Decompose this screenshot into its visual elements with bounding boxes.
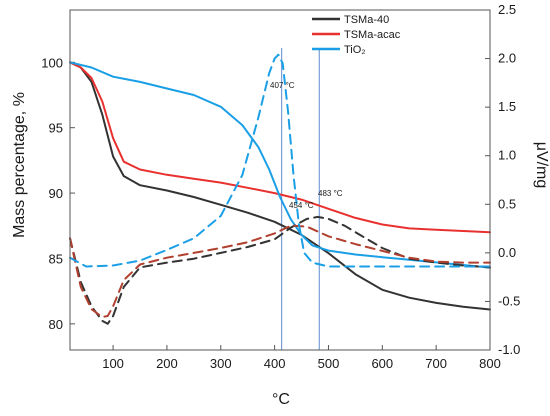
y-left-tick-label: 95 <box>49 121 63 136</box>
x-tick-label: 800 <box>479 356 501 371</box>
y-right-tick-label: 2.5 <box>498 2 516 17</box>
legend-label-tsma-acac: TSMa-acac <box>344 29 401 41</box>
y-right-tick-label: 0.0 <box>498 245 516 260</box>
y-left-tick-label: 85 <box>49 251 63 266</box>
y-axis-title-left: Mass percentage, % <box>11 92 28 238</box>
y-right-tick-label: -0.5 <box>498 293 520 308</box>
x-tick-label: 100 <box>102 356 124 371</box>
y-right-tick-label: 1.0 <box>498 148 516 163</box>
annotation-483: 483 °C <box>318 189 343 198</box>
x-tick-label: 400 <box>264 356 286 371</box>
annotation-454: 454 °C <box>289 201 314 210</box>
y-left-tick-label: 100 <box>41 55 63 70</box>
y-right-tick-label: 2.0 <box>498 51 516 66</box>
x-axis-title: °C <box>272 391 290 408</box>
axis-ticks: 100 200 300 400 500 600 700 800 80 85 90 95 100 -1.0 -… <box>41 2 520 371</box>
x-tick-label: 600 <box>371 356 393 371</box>
y-left-tick-label: 90 <box>49 186 63 201</box>
legend-label-tsma-40: TSMa-40 <box>344 14 389 26</box>
y-right-tick-label: -1.0 <box>498 342 520 357</box>
plot-frame <box>69 9 491 351</box>
annotation-407: 407 °C <box>270 81 295 90</box>
series-tsma-acac-dta <box>69 224 491 318</box>
y-right-tick-label: 1.5 <box>498 99 516 114</box>
y-right-tick-label: 0.5 <box>498 196 516 211</box>
legend-label-tio2: TiO₂ <box>344 44 366 56</box>
series-lines <box>69 53 491 325</box>
series-tsma-40-tg <box>69 61 491 311</box>
x-tick-label: 300 <box>210 356 232 371</box>
x-tick-label: 700 <box>425 356 447 371</box>
x-tick-label: 500 <box>318 356 340 371</box>
series-tio-tg <box>69 61 491 269</box>
x-tick-label: 200 <box>156 356 178 371</box>
legend: TSMa-40 TSMa-acac TiO₂ <box>312 14 401 56</box>
series-tsma-acac-tg <box>69 61 491 234</box>
series-tio-dta <box>69 53 491 268</box>
annotations: 407 °C 454 °C 483 °C <box>270 81 343 210</box>
series-tsma-40-dta <box>69 215 491 325</box>
y-left-tick-label: 80 <box>49 317 63 332</box>
plot-area-frame <box>69 9 491 351</box>
y-axis-title-right: μV/mg <box>533 142 550 189</box>
